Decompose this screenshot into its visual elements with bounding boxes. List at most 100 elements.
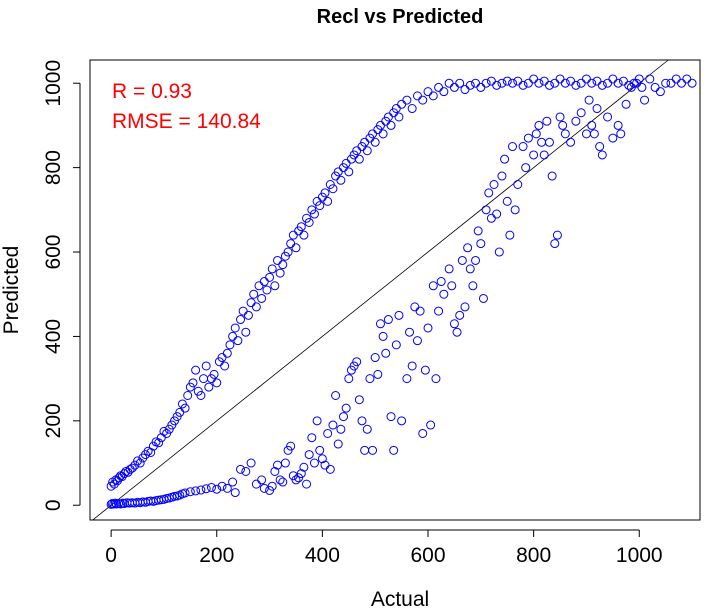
data-point: [587, 78, 597, 88]
data-point: [249, 289, 259, 299]
y-tick-label: 800: [42, 150, 65, 185]
data-point: [291, 243, 301, 253]
x-axis: 0 200 400 600 800 1000: [105, 529, 663, 567]
data-point: [555, 112, 565, 122]
chart-title: Recl vs Predicted: [317, 6, 484, 28]
data-point: [661, 78, 671, 88]
data-point: [613, 120, 623, 130]
data-point: [378, 129, 388, 139]
data-point: [677, 78, 687, 88]
data-point: [286, 239, 296, 249]
data-point: [423, 87, 433, 97]
data-point: [397, 99, 407, 109]
data-points: [106, 74, 697, 509]
data-point: [407, 361, 417, 371]
data-point: [471, 255, 481, 265]
data-point: [267, 264, 277, 274]
data-point: [502, 76, 512, 86]
data-point: [254, 281, 264, 291]
data-point: [434, 306, 444, 316]
data-point: [191, 486, 201, 496]
data-point: [584, 95, 594, 105]
data-point: [119, 469, 129, 479]
data-point: [291, 475, 301, 485]
data-point: [566, 76, 576, 86]
data-point: [581, 74, 591, 84]
data-point: [523, 78, 533, 88]
data-point: [328, 184, 338, 194]
data-point: [410, 302, 420, 312]
data-point: [418, 428, 428, 438]
data-point: [312, 416, 322, 426]
data-point: [383, 315, 393, 325]
data-point: [597, 80, 607, 90]
data-point: [222, 483, 232, 493]
data-point: [687, 78, 697, 88]
data-point: [608, 74, 618, 84]
data-point: [265, 272, 275, 282]
data-point: [228, 477, 238, 487]
data-point: [339, 412, 349, 422]
data-point: [257, 475, 267, 485]
data-point: [497, 171, 507, 181]
data-point: [608, 133, 618, 143]
data-point: [386, 120, 396, 130]
data-point: [360, 445, 370, 455]
data-point: [180, 403, 190, 413]
x-axis-label: Actual: [371, 588, 429, 611]
data-point: [323, 428, 333, 438]
data-point: [560, 129, 570, 139]
data-point: [188, 378, 198, 388]
data-point: [531, 129, 541, 139]
data-point: [109, 479, 119, 489]
data-point: [465, 80, 475, 90]
data-point: [299, 230, 309, 240]
data-point: [368, 445, 378, 455]
x-tick-label: 800: [516, 544, 551, 567]
data-point: [508, 142, 518, 152]
data-point: [357, 416, 367, 426]
x-tick-label: 600: [410, 544, 445, 567]
data-point: [315, 445, 325, 455]
data-point: [302, 479, 312, 489]
data-point: [212, 378, 222, 388]
data-point: [671, 74, 681, 84]
data-point: [333, 439, 343, 449]
data-point: [386, 412, 396, 422]
data-point: [618, 76, 628, 86]
data-point: [212, 484, 222, 494]
data-point: [206, 483, 216, 493]
data-point: [236, 315, 246, 325]
data-point: [544, 80, 554, 90]
data-point: [373, 369, 383, 379]
data-point: [486, 213, 496, 223]
data-point: [655, 87, 665, 97]
data-point: [473, 226, 483, 236]
data-point: [270, 281, 280, 291]
data-point: [666, 78, 676, 88]
data-point: [634, 74, 644, 84]
data-point: [650, 82, 660, 92]
data-point: [597, 150, 607, 160]
data-point: [465, 264, 475, 274]
data-point: [135, 458, 145, 468]
data-point: [296, 469, 306, 479]
data-point: [449, 82, 459, 92]
x-tick-label: 0: [105, 544, 117, 567]
data-point: [492, 80, 502, 90]
data-point: [537, 137, 547, 147]
data-point: [418, 95, 428, 105]
data-point: [550, 78, 560, 88]
data-point: [246, 298, 256, 308]
y-tick-label: 200: [42, 403, 65, 438]
data-point: [420, 365, 430, 375]
plot-frame: [89, 59, 701, 521]
data-point: [336, 175, 346, 185]
data-point: [304, 450, 314, 460]
data-point: [529, 74, 539, 84]
data-point: [251, 479, 261, 489]
data-point: [434, 82, 444, 92]
data-point: [230, 323, 240, 333]
data-point: [159, 426, 169, 436]
data-point: [497, 78, 507, 88]
